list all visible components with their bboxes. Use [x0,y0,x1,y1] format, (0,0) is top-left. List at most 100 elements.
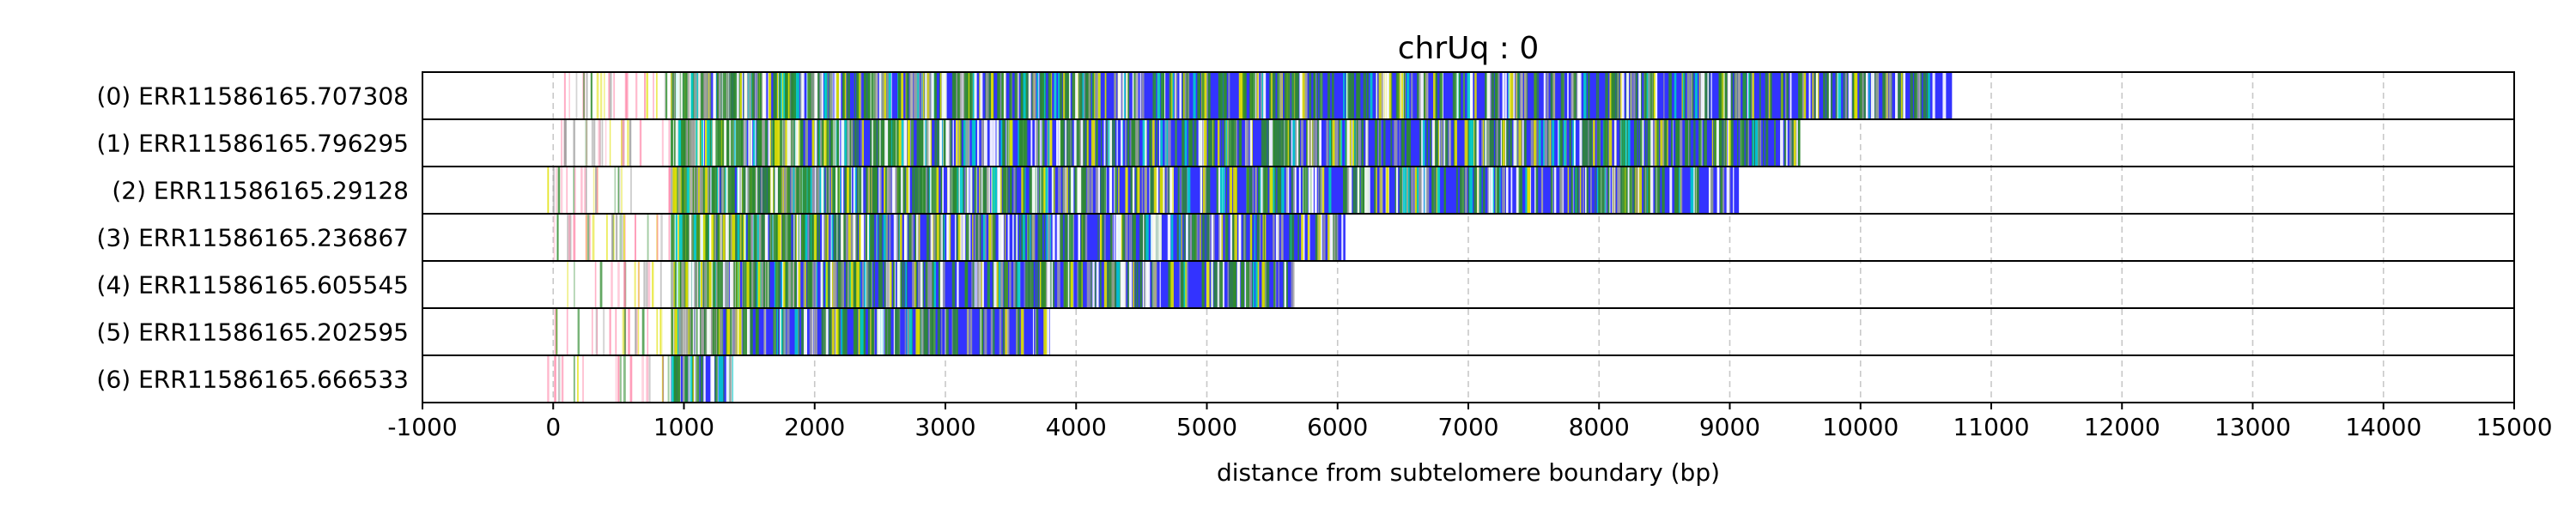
read-variant-stripe [744,120,747,166]
read-pre-segment [609,120,611,166]
read-variant-stripe [993,262,997,307]
read-variant-stripe [707,120,710,166]
read-variant-stripe [933,262,937,307]
read-variant-stripe [726,167,729,213]
read-variant-stripe [925,262,928,307]
read-variant-stripe [1081,167,1084,213]
read-variant-stripe [775,167,778,213]
read-variant-stripe [1848,73,1852,118]
read-variant-stripe [1236,262,1241,307]
read-pre-segment [547,356,550,402]
read-variant-stripe [723,356,725,402]
read-variant-stripe [778,167,782,213]
read-variant-stripe [894,167,897,213]
read-variant-stripe [1888,73,1892,118]
read-variant-stripe [932,262,934,307]
read-variant-stripe [1120,262,1123,307]
read-variant-stripe [733,73,738,118]
read-variant-stripe [1910,73,1913,118]
read-variant-stripe [1179,262,1182,307]
read-variant-stripe [796,215,799,260]
read-variant-stripe [1597,120,1601,166]
read-variant-stripe [997,167,1001,213]
read-variant-stripe [1294,73,1298,118]
read-variant-stripe [1629,167,1633,213]
read-variant-stripe [1009,73,1012,118]
read-variant-stripe [1351,73,1354,118]
read-variant-stripe [1633,73,1636,118]
read-variant-stripe [1071,120,1072,166]
read-variant-stripe [1307,120,1309,166]
read-variant-stripe [1039,262,1042,307]
read-variant-stripe [1431,120,1435,166]
read-variant-stripe [805,120,808,166]
read-variant-stripe [1141,167,1144,213]
read-variant-stripe [1059,73,1063,118]
read-variant-stripe [1209,215,1211,260]
read-variant-stripe [1543,73,1546,118]
read-variant-stripe [981,120,983,166]
read-variant-stripe [1383,120,1386,166]
read-variant-stripe [713,73,716,118]
read-pre-segment [637,262,641,307]
read-variant-stripe [1600,167,1602,213]
read-variant-stripe [1334,120,1338,166]
read-variant-stripe [1567,73,1569,118]
read-variant-stripe [1443,120,1447,166]
read-variant-stripe [1030,215,1033,260]
read-variant-stripe [996,120,999,166]
read-variant-stripe [1375,120,1378,166]
read-variant-stripe [967,73,969,118]
read-variant-stripe [837,309,841,354]
x-tick-label: 15000 [2476,413,2552,441]
read-variant-stripe [1689,120,1691,166]
read-variant-stripe [1121,73,1123,118]
read-variant-stripe [799,167,803,213]
read-variant-stripe [806,262,811,307]
read-variant-stripe [1211,215,1214,260]
read-variant-stripe [1057,262,1060,307]
read-variant-stripe [1400,73,1403,118]
read-variant-stripe [1013,167,1016,213]
read-variant-stripe [1774,120,1776,166]
read-variant-stripe [1212,120,1215,166]
read-variant-stripe [823,120,825,166]
read-variant-stripe [1092,120,1096,166]
read-variant-stripe [1540,167,1544,213]
read-variant-stripe [729,215,733,260]
read-variant-stripe [814,167,817,213]
read-variant-stripe [731,120,734,166]
read-variant-stripe [1080,120,1084,166]
read-variant-stripe [775,120,779,166]
read-variant-stripe [1117,73,1121,118]
read-variant-stripe [1812,73,1814,118]
read-variant-stripe [1491,73,1494,118]
read-variant-stripe [675,120,678,166]
read-variant-stripe [1698,120,1702,166]
read-variant-stripe [862,120,865,166]
read-variant-stripe [866,215,870,260]
read-variant-stripe [1152,215,1157,260]
read-variant-stripe [904,215,906,260]
read-pre-segment [667,356,670,402]
read-variant-stripe [874,73,878,118]
read-variant-stripe [830,167,833,213]
read-variant-stripe [1193,73,1196,118]
read-variant-stripe [764,215,769,260]
read-variant-stripe [879,167,882,213]
read-variant-stripe [1259,215,1261,260]
read-variant-stripe [889,215,891,260]
read-variant-stripe [930,309,933,354]
read-variant-stripe [750,215,752,260]
read-variant-stripe [897,73,899,118]
x-tick-label: 13000 [2215,413,2291,441]
read-variant-stripe [1722,120,1724,166]
read-variant-stripe [877,215,878,260]
read-pre-segment [659,262,662,307]
read-variant-stripe [960,120,963,166]
read-variant-stripe [833,215,837,260]
read-variant-stripe [835,73,837,118]
read-variant-stripe [1164,73,1166,118]
read-pre-segment [634,262,636,307]
read-variant-stripe [951,262,956,307]
